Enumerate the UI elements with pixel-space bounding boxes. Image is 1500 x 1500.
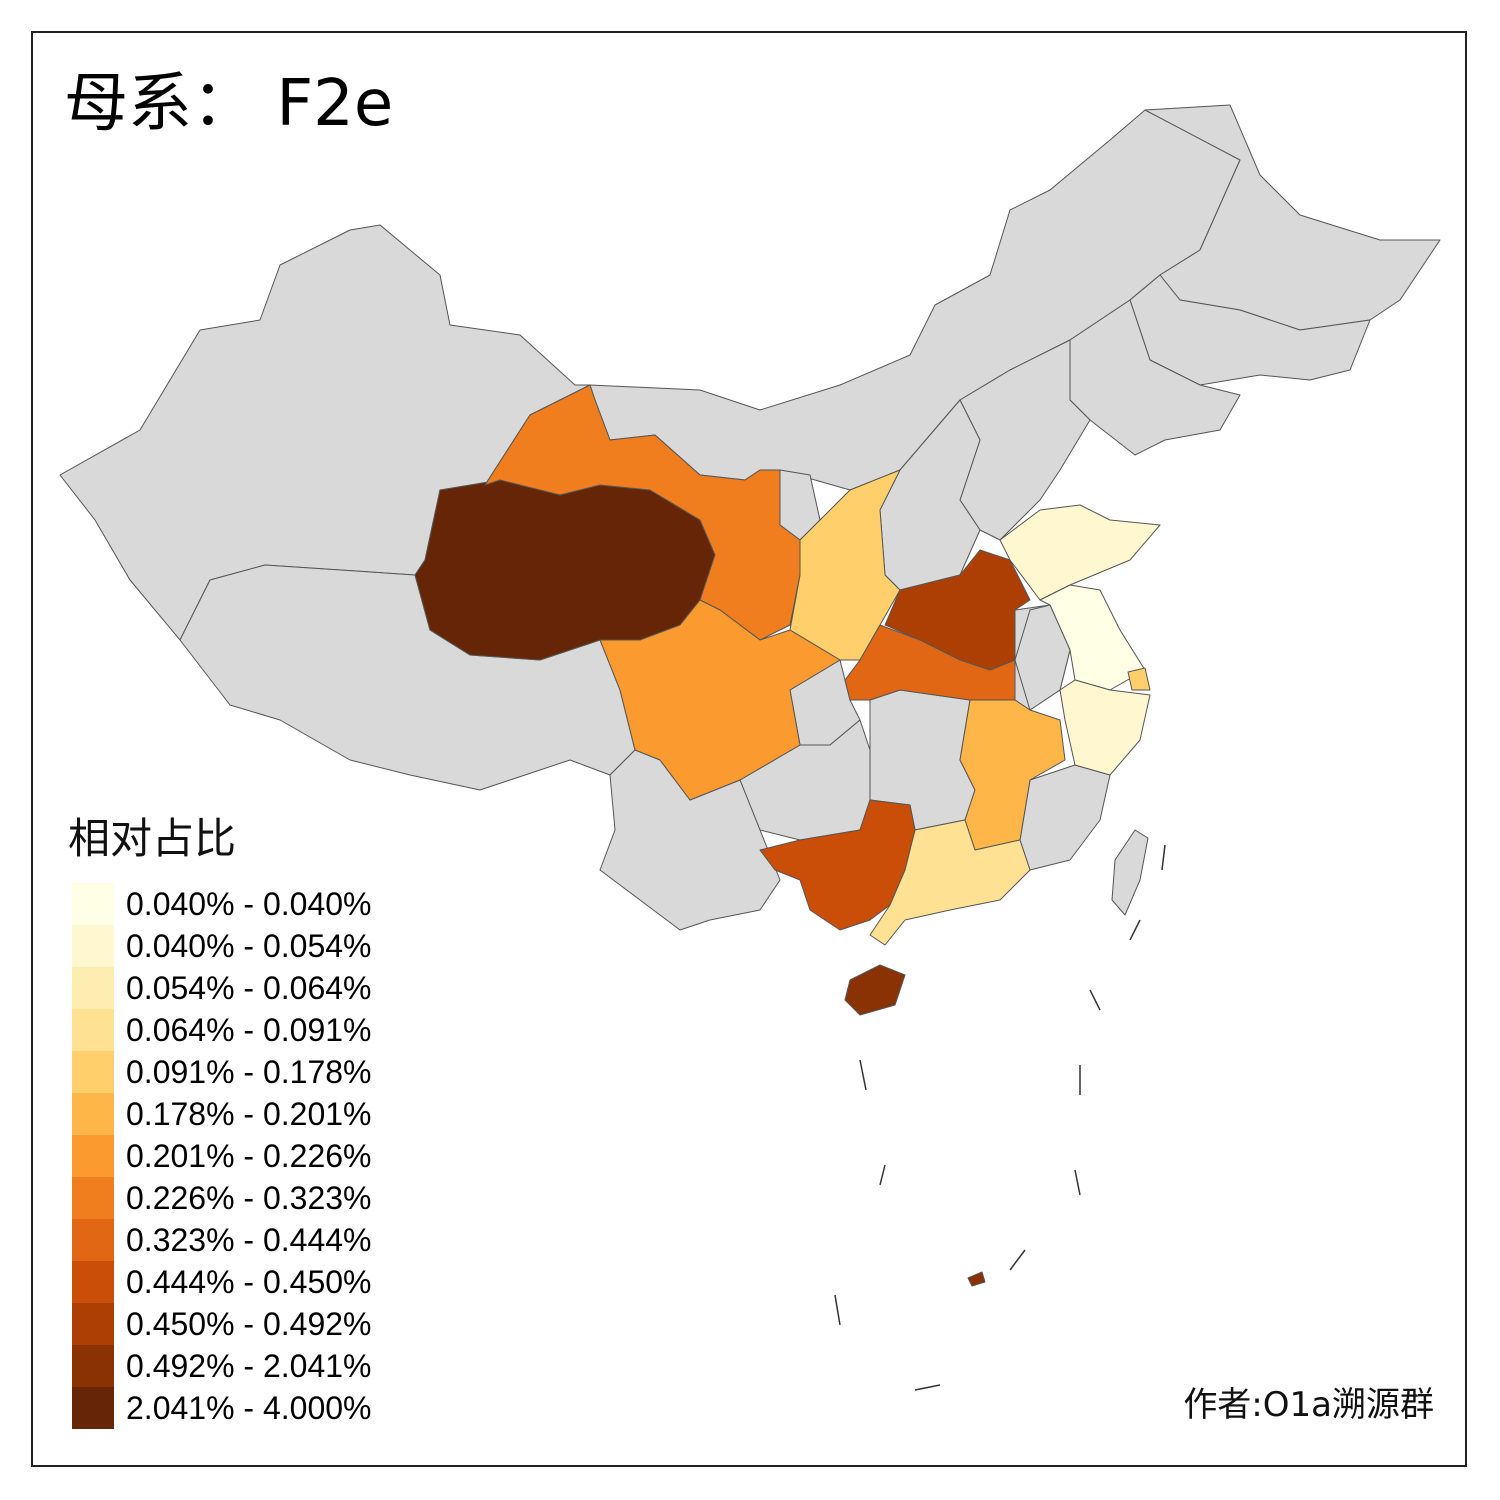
province-shandong: [999, 504, 1161, 601]
legend-label: 0.054% - 0.064%: [126, 970, 372, 1006]
legend-label: 2.041% - 4.000%: [126, 1390, 372, 1426]
legend-swatch: [72, 1093, 114, 1135]
author-credit: 作者:O1a溯源群: [1183, 1385, 1434, 1425]
province-jiangxi: [959, 699, 1066, 851]
legend-label: 0.201% - 0.226%: [126, 1138, 372, 1174]
province-taiwan: [1111, 829, 1149, 916]
province-fujian: [1019, 764, 1111, 871]
legend-swatch: [72, 1135, 114, 1177]
legend-swatch: [72, 1387, 114, 1429]
legend-label: 0.040% - 0.054%: [126, 928, 372, 964]
map-title: 母系： F2e: [64, 67, 394, 141]
province-zhejiang: [1059, 679, 1151, 776]
legend-label: 0.450% - 0.492%: [126, 1306, 372, 1342]
province-sichuan: [599, 599, 841, 801]
province-shanghai: [1127, 667, 1151, 691]
south-china-sea-island: [967, 1271, 986, 1287]
legend-label: 0.091% - 0.178%: [126, 1054, 372, 1090]
legend-swatch: [72, 1303, 114, 1345]
south-china-sea-dashes: [834, 844, 1166, 1391]
legend-swatch: [72, 1177, 114, 1219]
legend-label: 0.178% - 0.201%: [126, 1096, 372, 1132]
legend-label: 0.492% - 2.041%: [126, 1348, 372, 1384]
legend-swatch: [72, 967, 114, 1009]
legend-label: 0.444% - 0.450%: [126, 1264, 372, 1300]
legend-swatch: [72, 883, 114, 925]
legend-label: 0.064% - 0.091%: [126, 1012, 372, 1048]
legend-title: 相对占比: [68, 814, 237, 863]
legend-label: 0.226% - 0.323%: [126, 1180, 372, 1216]
legend-label: 0.323% - 0.444%: [126, 1222, 372, 1258]
legend-swatch: [72, 1219, 114, 1261]
legend-swatch: [72, 1009, 114, 1051]
province-hainan: [844, 964, 906, 1016]
legend-label: 0.040% - 0.040%: [126, 886, 372, 922]
legend-swatch: [72, 1261, 114, 1303]
legend-swatch: [72, 925, 114, 967]
map-frame: [31, 31, 1467, 1467]
province-guangdong: [869, 819, 1031, 946]
legend-swatch: [72, 1051, 114, 1093]
legend-swatch: [72, 1345, 114, 1387]
